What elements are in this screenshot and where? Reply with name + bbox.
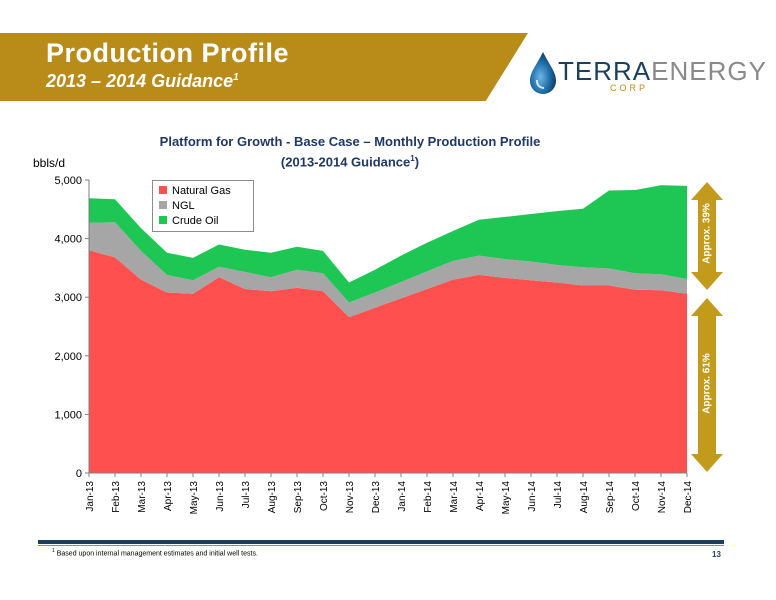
upper-double-arrow [691, 182, 723, 290]
x-axis: Jan-13 Feb-13 Mar-13 Apr-13 May-13 Jun-13 Jul-… [85, 473, 694, 514]
x-tick-label: Jun-13 [215, 481, 226, 512]
x-tick-label: Mar-13 [137, 481, 148, 513]
percentage-arrows [691, 182, 723, 472]
chart-title-line2: (2013-2014 Guidance1) [120, 150, 580, 170]
subtitle-footnote-marker: 1 [233, 72, 239, 83]
x-tick-label: Nov-14 [657, 481, 668, 514]
y-tick-label: 4,000 [54, 234, 82, 246]
area-natural-gas [89, 250, 687, 473]
page-subtitle: 2013 – 2014 Guidance1 [46, 71, 239, 92]
x-tick-label: Dec-14 [683, 481, 694, 514]
legend-item-crude-oil: Crude Oil [159, 214, 218, 228]
page-number: 13 [712, 550, 721, 559]
x-tick-label: Nov-13 [345, 481, 356, 514]
page-title: Production Profile [46, 38, 290, 68]
chart-legend: Natural Gas NGL Crude Oil [152, 180, 254, 232]
x-tick-label: Apr-14 [475, 481, 486, 511]
x-tick-label: Jan-14 [397, 481, 408, 512]
x-tick-label: Dec-13 [371, 481, 382, 514]
footnote-marker: 1 [52, 548, 55, 554]
legend-swatch-ngl [159, 201, 167, 210]
chart-title-line1: Platform for Growth - Base Case – Monthl… [159, 134, 541, 149]
x-tick-label: Aug-14 [579, 481, 590, 514]
y-axis-label: bbls/d [33, 156, 66, 170]
logo-energy: ENERGY [651, 56, 767, 86]
logo-corp: CORP [610, 83, 649, 93]
x-tick-label: Aug-13 [267, 481, 278, 514]
drop-icon [530, 52, 556, 94]
x-tick-label: Apr-13 [163, 481, 174, 511]
x-tick-label: Jul-14 [553, 481, 564, 509]
x-tick-label: Oct-14 [631, 481, 642, 511]
x-tick-label: Jul-13 [241, 481, 252, 509]
chart-title-close: ) [414, 154, 420, 170]
logo-wordmark: TERRAENERGY [558, 56, 767, 87]
footnote: 1 Based upon internal management estimat… [52, 548, 258, 557]
legend-label-natural-gas: Natural Gas [172, 185, 231, 197]
x-tick-label: Oct-13 [319, 481, 330, 511]
legend-swatch-natural-gas [159, 186, 167, 195]
logo-terra: TERRA [558, 56, 652, 86]
x-tick-label: Jun-14 [527, 481, 538, 512]
legend-item-natural-gas: Natural Gas [159, 184, 231, 198]
footer-divider [38, 540, 724, 544]
x-tick-label: Feb-14 [423, 481, 434, 513]
area-crude-oil [89, 185, 687, 303]
area-ngl [89, 222, 687, 318]
x-tick-label: Jan-13 [85, 481, 96, 512]
x-tick-label: May-13 [189, 481, 200, 515]
x-tick-label: Mar-14 [449, 481, 460, 513]
legend-swatch-crude-oil [159, 216, 167, 225]
legend-label-crude-oil: Crude Oil [172, 215, 219, 227]
y-tick-label: 2,000 [54, 351, 82, 363]
x-tick-label: May-14 [501, 481, 512, 515]
y-tick-label: 0 [76, 468, 82, 480]
y-tick-label: 5,000 [54, 175, 82, 187]
y-tick-label: 1,000 [54, 409, 82, 421]
title-banner [0, 33, 528, 101]
chart-title: Platform for Growth - Base Case – Monthl… [120, 133, 580, 170]
chart-title-line2-text: (2013-2014 Guidance [280, 154, 411, 170]
legend-label-ngl: NGL [172, 200, 195, 212]
y-tick-label: 3,000 [54, 292, 82, 304]
x-tick-label: Sep-14 [605, 481, 616, 514]
chart-axes [88, 180, 687, 474]
footnote-text: Based upon internal management estimates… [56, 550, 258, 558]
chart-areas [89, 185, 687, 473]
x-tick-label: Sep-13 [293, 481, 304, 514]
upper-percentage-label: Approx. 39% [701, 203, 713, 264]
lower-double-arrow [691, 298, 723, 472]
footer-divider-accent [38, 545, 724, 546]
company-logo: TERRAENERGY CORP [528, 50, 766, 98]
lower-percentage-label: Approx. 61% [701, 353, 713, 414]
x-tick-label: Feb-13 [111, 481, 122, 513]
chart-title-footnote-marker: 1 [410, 154, 415, 163]
y-axis: 0 1,000 2,000 3,000 4,000 5,000 [54, 175, 89, 480]
legend-item-ngl: NGL [159, 199, 195, 213]
subtitle-text: 2013 – 2014 Guidance [46, 71, 234, 91]
